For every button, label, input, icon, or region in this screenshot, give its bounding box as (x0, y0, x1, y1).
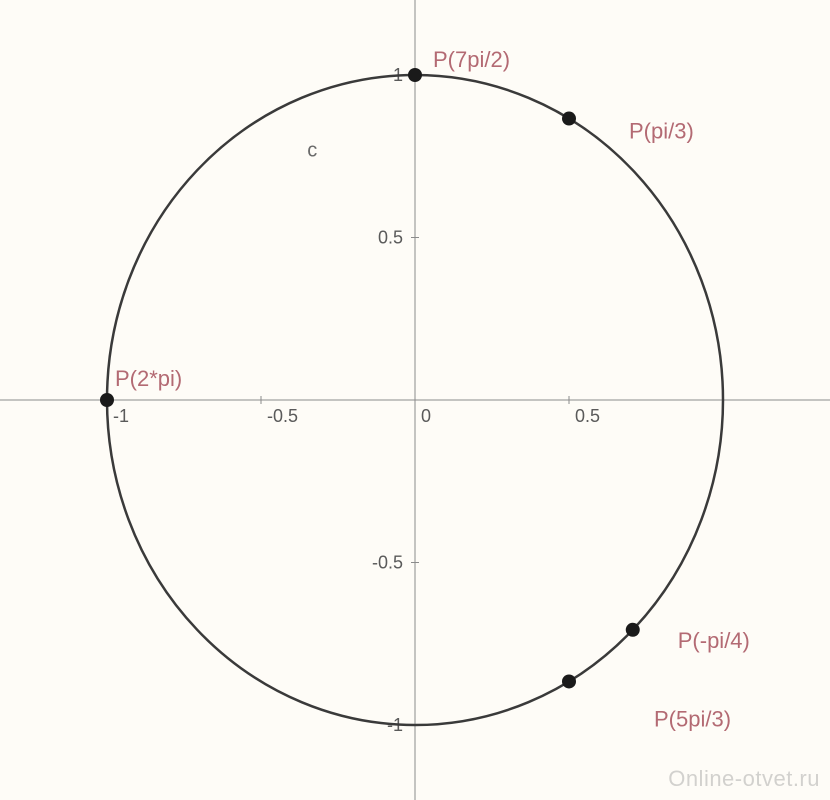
watermark-text: Online-otvet.ru (668, 766, 820, 792)
data-point (562, 674, 576, 688)
data-point (408, 68, 422, 82)
point-label: P(2*pi) (115, 366, 182, 391)
x-tick-label: 0 (421, 406, 431, 426)
point-label: P(pi/3) (629, 119, 694, 144)
stray-label: c (307, 139, 317, 161)
y-tick-label: -0.5 (372, 553, 403, 573)
x-tick-label: 0.5 (575, 406, 600, 426)
point-label: P(5pi/3) (654, 706, 731, 731)
point-label: P(-pi/4) (678, 628, 750, 653)
x-tick-label: -0.5 (267, 406, 298, 426)
data-point (562, 112, 576, 126)
y-tick-label: 0.5 (378, 228, 403, 248)
unit-circle-chart: -1-0.500.510.5-0.5-1cP(7pi/2)P(pi/3)P(2*… (0, 0, 830, 800)
x-tick-label: -1 (113, 406, 129, 426)
data-point (626, 623, 640, 637)
plot-container: -1-0.500.510.5-0.5-1cP(7pi/2)P(pi/3)P(2*… (0, 0, 830, 800)
data-point (100, 393, 114, 407)
point-label: P(7pi/2) (433, 47, 510, 72)
